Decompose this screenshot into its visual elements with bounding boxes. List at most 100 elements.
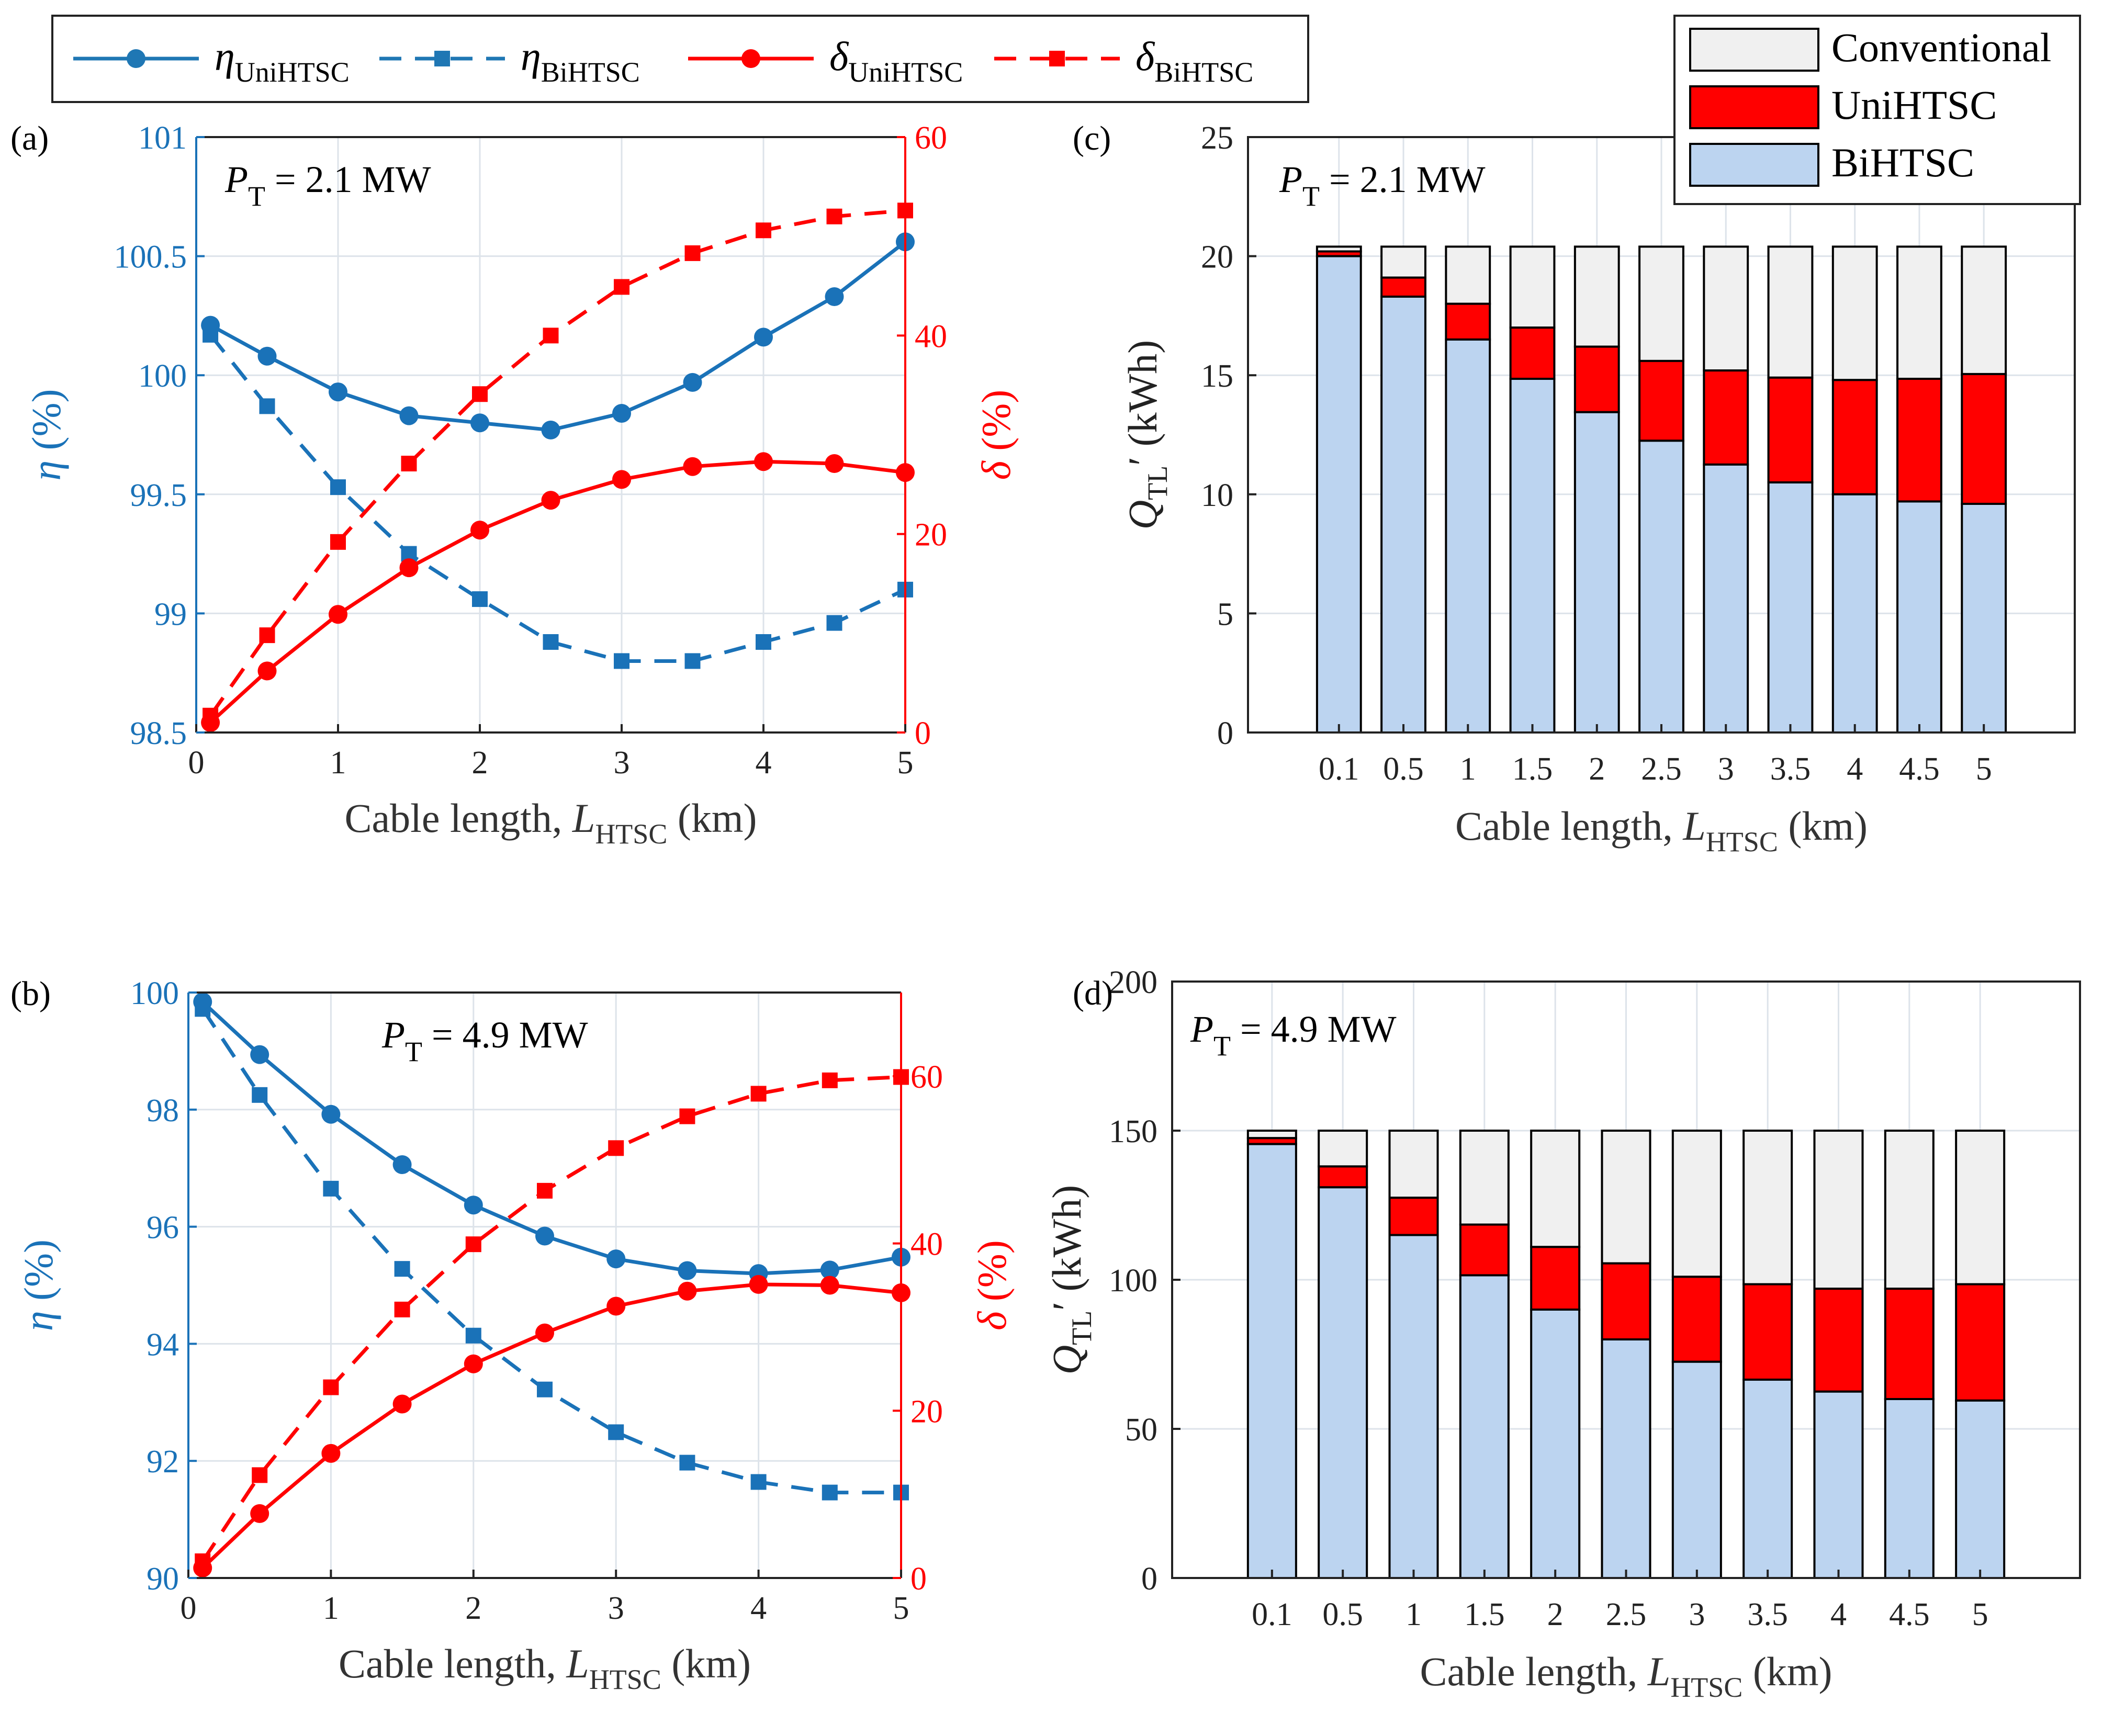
y-tick-label-right: 60 bbox=[915, 120, 947, 156]
data-point bbox=[393, 1155, 412, 1174]
data-point bbox=[329, 382, 347, 401]
label-part: T bbox=[248, 181, 265, 212]
bar-bihtsc bbox=[1319, 1187, 1367, 1578]
data-point bbox=[466, 1328, 481, 1344]
x-tick-label: 2.5 bbox=[1606, 1597, 1647, 1632]
y-tick-label-left: 98.5 bbox=[130, 716, 187, 751]
data-point bbox=[756, 634, 771, 650]
x-tick-label: 2 bbox=[1547, 1597, 1564, 1632]
x-tick-label: 4.5 bbox=[1889, 1597, 1930, 1632]
y-tick-label-left: 99 bbox=[154, 596, 187, 632]
x-tick-label: 1 bbox=[330, 745, 346, 781]
y-tick-label-right: 0 bbox=[910, 1561, 927, 1597]
x-tick-label: 0 bbox=[188, 745, 205, 781]
data-point bbox=[678, 1282, 696, 1301]
x-tick-label: 5 bbox=[1972, 1597, 1988, 1632]
label-part: Cable length, bbox=[339, 1641, 566, 1686]
data-point bbox=[195, 1001, 210, 1017]
bar-unihtsc bbox=[1885, 1289, 1933, 1399]
label-part: T bbox=[1213, 1030, 1231, 1062]
label-part: η bbox=[521, 33, 541, 79]
panel-label: (b) bbox=[10, 975, 51, 1013]
label-part: (km) bbox=[661, 1641, 751, 1686]
y-tick-label-left: 101 bbox=[138, 120, 187, 156]
data-point bbox=[464, 1196, 483, 1214]
label-part: (%) bbox=[24, 389, 69, 460]
bar-bihtsc bbox=[1511, 379, 1555, 732]
x-tick-label: 1 bbox=[1460, 751, 1476, 787]
bar-unihtsc bbox=[1389, 1198, 1437, 1235]
bar-unihtsc bbox=[1511, 328, 1555, 379]
y-tick-label: 25 bbox=[1201, 120, 1233, 156]
data-point bbox=[321, 1444, 340, 1463]
bar-unihtsc bbox=[1814, 1289, 1862, 1392]
legend-bars: ConventionalUniHTSCBiHTSC bbox=[1674, 16, 2080, 204]
bar-conventional bbox=[1639, 246, 1683, 360]
y-tick-label-right: 40 bbox=[915, 319, 947, 354]
y-tick-label-right: 20 bbox=[910, 1394, 943, 1429]
data-point bbox=[685, 653, 701, 669]
data-point bbox=[329, 605, 347, 624]
data-point bbox=[749, 1275, 768, 1294]
data-point bbox=[537, 1382, 553, 1397]
bar-bihtsc bbox=[1381, 297, 1425, 732]
bar-bihtsc bbox=[1956, 1401, 2004, 1578]
panel-label: (c) bbox=[1073, 119, 1111, 157]
y-tick-label: 5 bbox=[1217, 596, 1233, 632]
y-tick-label: 200 bbox=[1109, 965, 1157, 1000]
x-tick-label: 0.5 bbox=[1322, 1597, 1363, 1632]
power-annotation: PT = 2.1 MW bbox=[224, 159, 431, 212]
legend-label: BiHTSC bbox=[1831, 140, 1974, 185]
bar-conventional bbox=[1833, 246, 1877, 380]
bar-bihtsc bbox=[1744, 1380, 1792, 1578]
data-point bbox=[401, 456, 417, 471]
label-part: UniHTSC bbox=[235, 57, 350, 88]
label-part: δ bbox=[1135, 33, 1155, 79]
label-part: Cable length, bbox=[1455, 803, 1683, 849]
x-tick-label: 0.5 bbox=[1383, 751, 1424, 787]
data-point bbox=[542, 491, 560, 510]
data-point bbox=[203, 708, 218, 724]
bar-conventional bbox=[1885, 1131, 1933, 1289]
x-tick-label: 1.5 bbox=[1512, 751, 1553, 787]
y-axis-title-left: η (%) bbox=[16, 1239, 61, 1331]
bar-unihtsc bbox=[1962, 374, 2006, 504]
data-point bbox=[258, 661, 277, 680]
data-point bbox=[822, 1485, 838, 1501]
x-tick-label: 3 bbox=[608, 1591, 624, 1626]
data-point bbox=[464, 1355, 483, 1373]
data-point bbox=[537, 1183, 553, 1199]
bar-unihtsc bbox=[1446, 304, 1490, 340]
data-point bbox=[542, 421, 560, 439]
data-point bbox=[260, 627, 275, 643]
label-part: ′ (kWh) bbox=[1044, 1185, 1089, 1311]
bar-unihtsc bbox=[1897, 379, 1941, 501]
y-axis-title-left: η (%) bbox=[24, 389, 69, 480]
panel-c: 0.1 0.5 1 1.5 2 2.5 3 3.5 4 4.5 5 0 5 10 15 20 25 Cable l… bbox=[1120, 120, 2075, 858]
bar-unihtsc bbox=[1381, 278, 1425, 297]
bar-conventional bbox=[1744, 1131, 1792, 1284]
legend-swatch-unihtsc bbox=[1690, 86, 1818, 128]
power-annotation: PT = 4.9 MW bbox=[381, 1014, 588, 1067]
label-part: UniHTSC bbox=[848, 57, 963, 88]
data-point bbox=[751, 1086, 767, 1101]
data-point bbox=[321, 1105, 340, 1124]
data-point bbox=[472, 591, 488, 607]
data-point bbox=[470, 521, 489, 539]
label-part: P bbox=[224, 159, 248, 200]
y-tick-label-left: 100.5 bbox=[114, 240, 187, 275]
bar-unihtsc bbox=[1531, 1247, 1579, 1310]
label-part: Q bbox=[1044, 1345, 1089, 1374]
bar-conventional bbox=[1531, 1131, 1579, 1247]
y-tick-label-left: 100 bbox=[130, 976, 179, 1011]
data-point bbox=[751, 1474, 767, 1490]
label-part: L bbox=[1682, 803, 1705, 849]
label-part: L bbox=[1647, 1649, 1670, 1694]
data-point bbox=[330, 479, 346, 495]
bar-unihtsc bbox=[1575, 347, 1619, 412]
y-tick-label: 0 bbox=[1141, 1561, 1157, 1597]
data-point bbox=[606, 1297, 625, 1315]
x-tick-label: 4.5 bbox=[1899, 751, 1940, 787]
x-tick-label: 5 bbox=[893, 1591, 909, 1626]
bar-unihtsc bbox=[1602, 1264, 1650, 1339]
